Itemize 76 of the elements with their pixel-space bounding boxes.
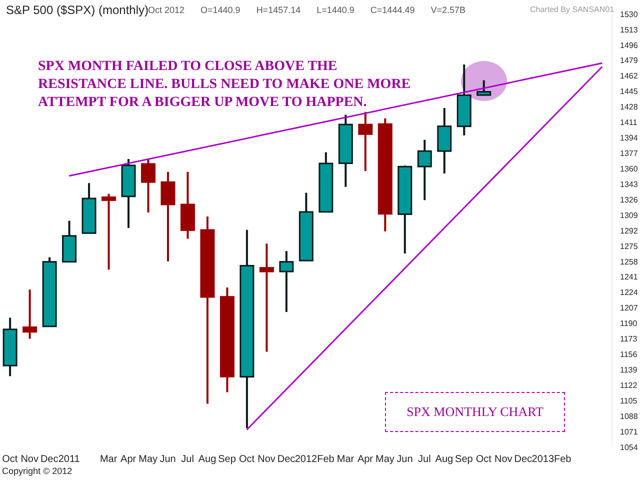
x-tick-label: Oct: [2, 454, 18, 466]
candlestick: [259, 242, 274, 353]
annotation: L=1440.9: [316, 5, 354, 15]
x-tick-label: May: [376, 454, 394, 466]
y-tick-label: 1054: [620, 442, 638, 452]
y-tick-label: 1530: [620, 10, 638, 19]
x-tick-label: Sep: [455, 454, 474, 466]
y-tick-label: 1428: [620, 102, 638, 112]
x-tick-label: Dec: [277, 454, 296, 466]
x-tick-label: Sep: [218, 454, 236, 466]
chart-title: S&P 500 ($SPX) (monthly): [6, 3, 149, 17]
x-tick-label: Jul: [181, 454, 194, 466]
annotation: O=1440.9: [200, 5, 240, 15]
candlestick: [358, 110, 373, 172]
candlestick: [22, 288, 38, 340]
y-tick-label: 1173: [620, 334, 638, 344]
x-tick-label: Apr: [357, 454, 374, 466]
x-tick-label: Feb: [554, 454, 572, 466]
candlestick: [476, 79, 492, 96]
x-tick-label: 2011: [58, 454, 80, 466]
x-tick-label: Jun: [160, 454, 176, 466]
x-tick-label: Jul: [418, 454, 431, 466]
y-tick-label: 1513: [620, 25, 638, 34]
annotation: C=1444.49: [370, 5, 415, 15]
x-tick-label: 2013: [532, 454, 554, 466]
y-tick-label: 1088: [620, 412, 638, 421]
candlestick: [417, 138, 432, 202]
y-tick-label: 1377: [620, 149, 638, 158]
y-tick-label: 1258: [620, 257, 638, 266]
y-tick-label: 1241: [620, 272, 638, 282]
y-tick-label: 1139: [620, 366, 638, 375]
x-tick-label: Aug: [198, 454, 216, 466]
annotation: Charted By SANSAN01: [530, 5, 614, 14]
y-tick-label: 1326: [620, 195, 638, 204]
y-tick-label: 1122: [620, 380, 638, 390]
y-tick-label: 1275: [620, 242, 638, 251]
candlestick: [140, 158, 156, 214]
y-tick-label: 1462: [620, 72, 638, 81]
x-tick-label: 2012: [294, 454, 318, 466]
y-tick-label: 1360: [620, 164, 638, 174]
x-tick-label: May: [138, 454, 158, 466]
annotation: H=1457.14: [256, 5, 301, 15]
candlestick: [102, 192, 116, 271]
y-tick-label: 1190: [620, 319, 638, 328]
x-tick-label: Aug: [435, 454, 454, 466]
x-tick-label: Oct: [238, 454, 255, 466]
x-tick-label: Jun: [396, 454, 413, 466]
y-tick-label: 1071: [620, 427, 638, 436]
y-tick-label: 1309: [620, 210, 638, 220]
y-tick-label: 1411: [620, 118, 638, 128]
x-tick-label: Apr: [120, 454, 137, 466]
y-tick-label: 1105: [620, 396, 638, 406]
x-tick-label: Nov: [20, 454, 39, 466]
candlestick: [279, 250, 294, 314]
candlestick: [160, 170, 176, 262]
y-tick-label: 1292: [620, 226, 638, 236]
y-tick-label: 1224: [620, 288, 638, 298]
annotation: Oct 2012: [148, 5, 185, 15]
x-tick-label: Oct: [476, 454, 492, 466]
annotation: SPX MONTH FAILED TO CLOSE ABOVE THE RESISTANCE LINE. BULLS NEED TO MAKE ONE MORE ATTEMPT FOR A BIGGER UP MOVE TO HAPPEN.: [38, 58, 412, 112]
annotation: V=2.57B: [430, 5, 466, 15]
x-tick-label: Dec: [40, 454, 58, 466]
y-tick-label: 1207: [620, 304, 638, 313]
x-tick-label: Mar: [100, 454, 118, 466]
y-tick-label: 1445: [620, 87, 638, 96]
y-tick-label: 1156: [620, 350, 638, 360]
x-tick-label: Nov: [258, 454, 276, 466]
x-tick-label: Dec: [514, 454, 532, 466]
y-tick-label: 1394: [620, 134, 638, 143]
y-tick-label: 1479: [620, 56, 638, 66]
x-tick-label: Mar: [336, 454, 355, 466]
y-tick-label: 1496: [620, 40, 638, 50]
x-tick-label: Nov: [494, 454, 512, 466]
text: Copyright © 2012: [2, 466, 72, 476]
y-tick-label: 1343: [620, 180, 638, 189]
x-tick-label: Feb: [317, 454, 335, 466]
